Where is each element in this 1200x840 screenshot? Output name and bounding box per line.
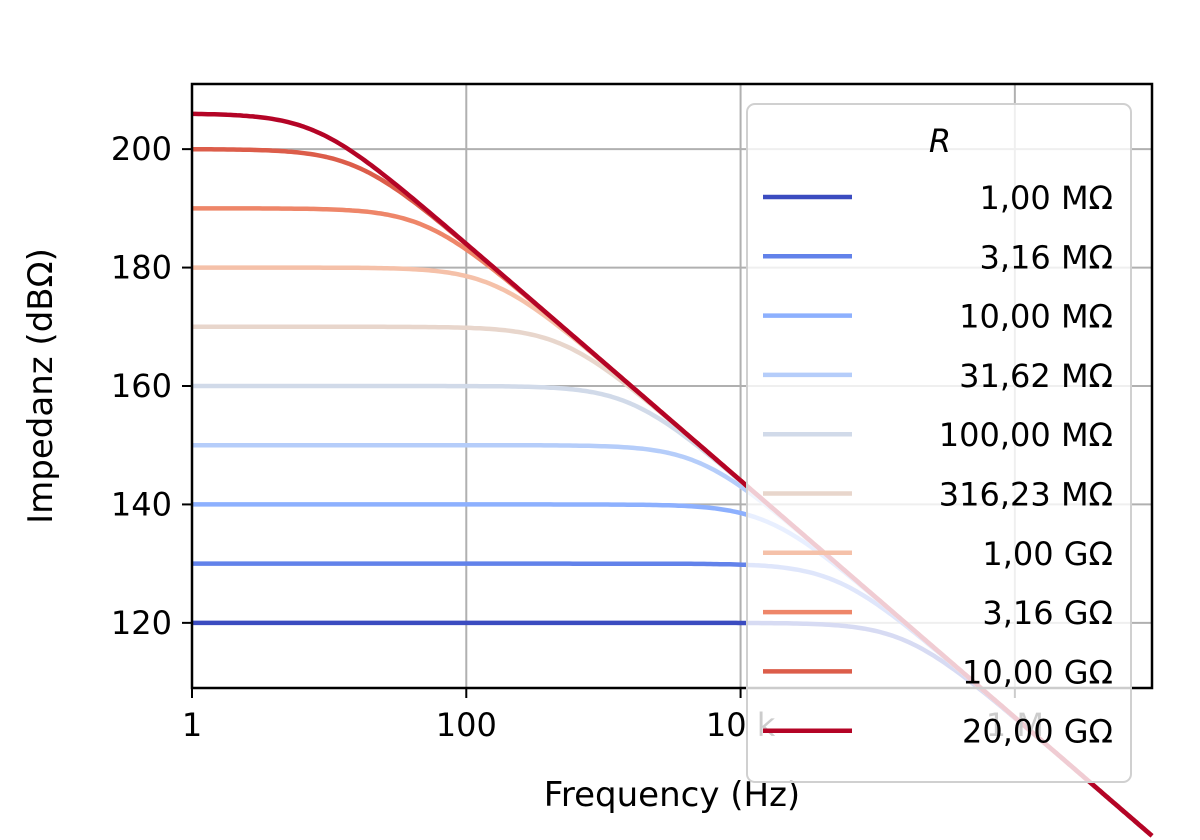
legend-label: 100,00 MΩ [939, 416, 1113, 454]
y-tick-label: 200 [111, 130, 172, 168]
y-tick-label: 120 [111, 604, 172, 642]
legend-label: 316,23 MΩ [939, 476, 1113, 514]
x-tick-label: 1 [182, 706, 202, 744]
y-tick-label: 160 [111, 367, 172, 405]
y-tick-label: 140 [111, 485, 172, 523]
legend-label: 1,00 GΩ [982, 535, 1113, 573]
x-tick-label: 100 [436, 706, 497, 744]
legend-label: 1,00 MΩ [980, 179, 1113, 217]
y-axis-label: Impedanz (dBΩ) [21, 248, 61, 524]
y-tick-label: 180 [111, 249, 172, 287]
legend-label: 10,00 GΩ [962, 653, 1113, 691]
legend-label: 3,16 MΩ [980, 238, 1113, 276]
legend-label: 10,00 MΩ [959, 298, 1113, 336]
legend-title: R [929, 122, 951, 160]
legend-label: 3,16 GΩ [982, 594, 1113, 632]
legend-label: 31,62 MΩ [959, 357, 1113, 395]
y-axis: 120 140 160 180 200 [111, 130, 192, 642]
legend-items: 1,00 MΩ 3,16 MΩ 10,00 MΩ 31,62 MΩ 100,00 MΩ 3… [763, 179, 1113, 751]
legend-label: 20,00 GΩ [962, 713, 1113, 751]
legend: R 1,00 MΩ 3,16 MΩ 10,00 MΩ 31,62 MΩ 100,00 M… [746, 103, 1132, 783]
